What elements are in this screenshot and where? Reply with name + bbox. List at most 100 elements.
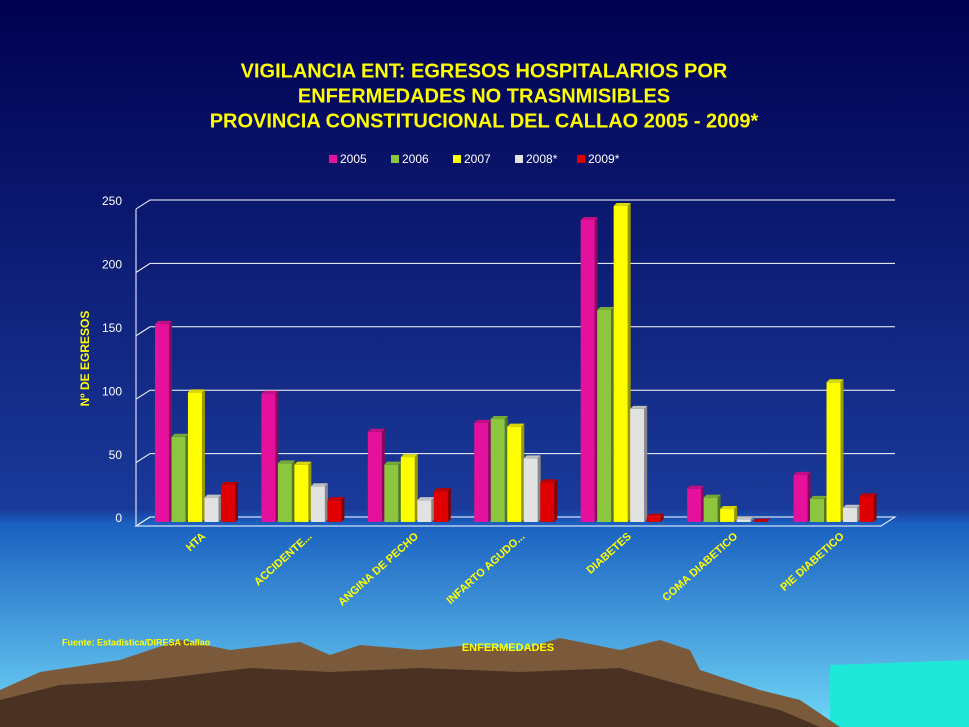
bar-side <box>807 471 811 522</box>
bar-side <box>308 461 312 522</box>
bar-top <box>859 493 877 497</box>
bar <box>327 500 342 522</box>
bar-top <box>687 485 705 489</box>
bar <box>294 464 309 522</box>
legend-swatch <box>391 155 399 163</box>
bar <box>474 422 489 522</box>
bar-top <box>171 433 189 437</box>
bar <box>367 431 382 522</box>
bar <box>204 497 219 522</box>
grid-line <box>135 389 895 400</box>
bar-top <box>261 390 279 394</box>
bar-top <box>826 379 844 383</box>
bar-side <box>840 379 844 522</box>
legend-label: 2007 <box>464 152 491 166</box>
bar-top <box>417 497 435 501</box>
bar <box>310 486 325 522</box>
bar-top <box>736 516 754 520</box>
bar-side <box>554 479 558 522</box>
bar <box>523 458 538 522</box>
bar <box>261 393 276 522</box>
x-axis-label: ENFERMEDADES <box>462 642 554 654</box>
sea <box>830 660 969 727</box>
grid-line <box>135 326 895 337</box>
bar-top <box>810 495 828 499</box>
bar-top <box>433 488 451 492</box>
bar-side <box>504 416 508 522</box>
bar <box>613 206 628 522</box>
bar-side <box>750 516 754 522</box>
bar <box>793 474 808 522</box>
legend-label: 2008* <box>526 152 558 166</box>
bar-side <box>185 433 189 522</box>
bar-top <box>523 455 541 459</box>
bar-side <box>660 513 664 522</box>
bar-top <box>384 461 402 465</box>
bar-top <box>540 479 558 483</box>
bar-top <box>154 320 172 324</box>
bar-top <box>843 504 861 508</box>
y-axis-label: Nº DE EGRESOS <box>78 311 92 407</box>
y-tick-label: 150 <box>102 321 122 335</box>
bar-side <box>275 390 279 522</box>
bar-top <box>327 497 345 501</box>
bar-side <box>701 485 705 522</box>
bar-top <box>367 428 385 432</box>
bar-side <box>201 389 205 522</box>
bar-side <box>398 461 402 522</box>
bar <box>810 498 825 522</box>
bar <box>384 464 399 522</box>
bar-top <box>597 306 615 310</box>
bar-side <box>414 454 418 522</box>
bar <box>154 323 169 522</box>
bar <box>597 309 612 522</box>
bar-side <box>291 460 295 522</box>
legend-swatch <box>453 155 461 163</box>
bar-side <box>857 504 861 522</box>
bar <box>687 488 702 522</box>
bar-side <box>594 216 598 522</box>
y-tick-label: 200 <box>102 258 122 272</box>
bar-side <box>234 481 238 522</box>
bar-top <box>277 460 295 464</box>
bar-top <box>187 389 205 393</box>
bar-side <box>734 506 738 522</box>
bar-top <box>646 513 664 517</box>
bar <box>507 426 522 522</box>
bar-side <box>168 320 172 522</box>
bar <box>843 507 858 522</box>
mountains-shadow <box>0 668 820 727</box>
y-tick-label: 250 <box>102 194 122 208</box>
chart-title: PROVINCIA CONSTITUCIONAL DEL CALLAO 2005… <box>210 110 759 132</box>
y-tick-label: 0 <box>115 511 122 525</box>
legend-label: 2005 <box>340 152 367 166</box>
bar-side <box>447 488 451 522</box>
bar-side <box>611 306 615 522</box>
bar-top <box>613 203 631 206</box>
bar-side <box>644 405 648 522</box>
bar-top <box>720 506 738 510</box>
grid-line <box>135 199 895 210</box>
bar-top <box>703 494 721 498</box>
bar <box>417 500 432 522</box>
bar <box>490 419 505 522</box>
bar-side <box>537 455 541 522</box>
legend-label: 2006 <box>402 152 429 166</box>
legend-label: 2009* <box>588 152 620 166</box>
bar-top <box>507 423 525 427</box>
bar-side <box>431 497 435 522</box>
bar-top <box>753 518 771 522</box>
bar-top <box>474 419 492 423</box>
bar-top <box>204 494 222 498</box>
bar-side <box>488 419 492 522</box>
bar-side <box>341 497 345 522</box>
bar <box>826 382 841 522</box>
bar-side <box>873 493 877 522</box>
bar-side <box>521 423 525 522</box>
bar <box>859 496 874 522</box>
source-note: Fuente: Estadistica/DIRESA Callao <box>62 637 211 647</box>
grid-line <box>135 262 895 273</box>
bar-top <box>793 471 811 475</box>
bar <box>540 482 555 522</box>
